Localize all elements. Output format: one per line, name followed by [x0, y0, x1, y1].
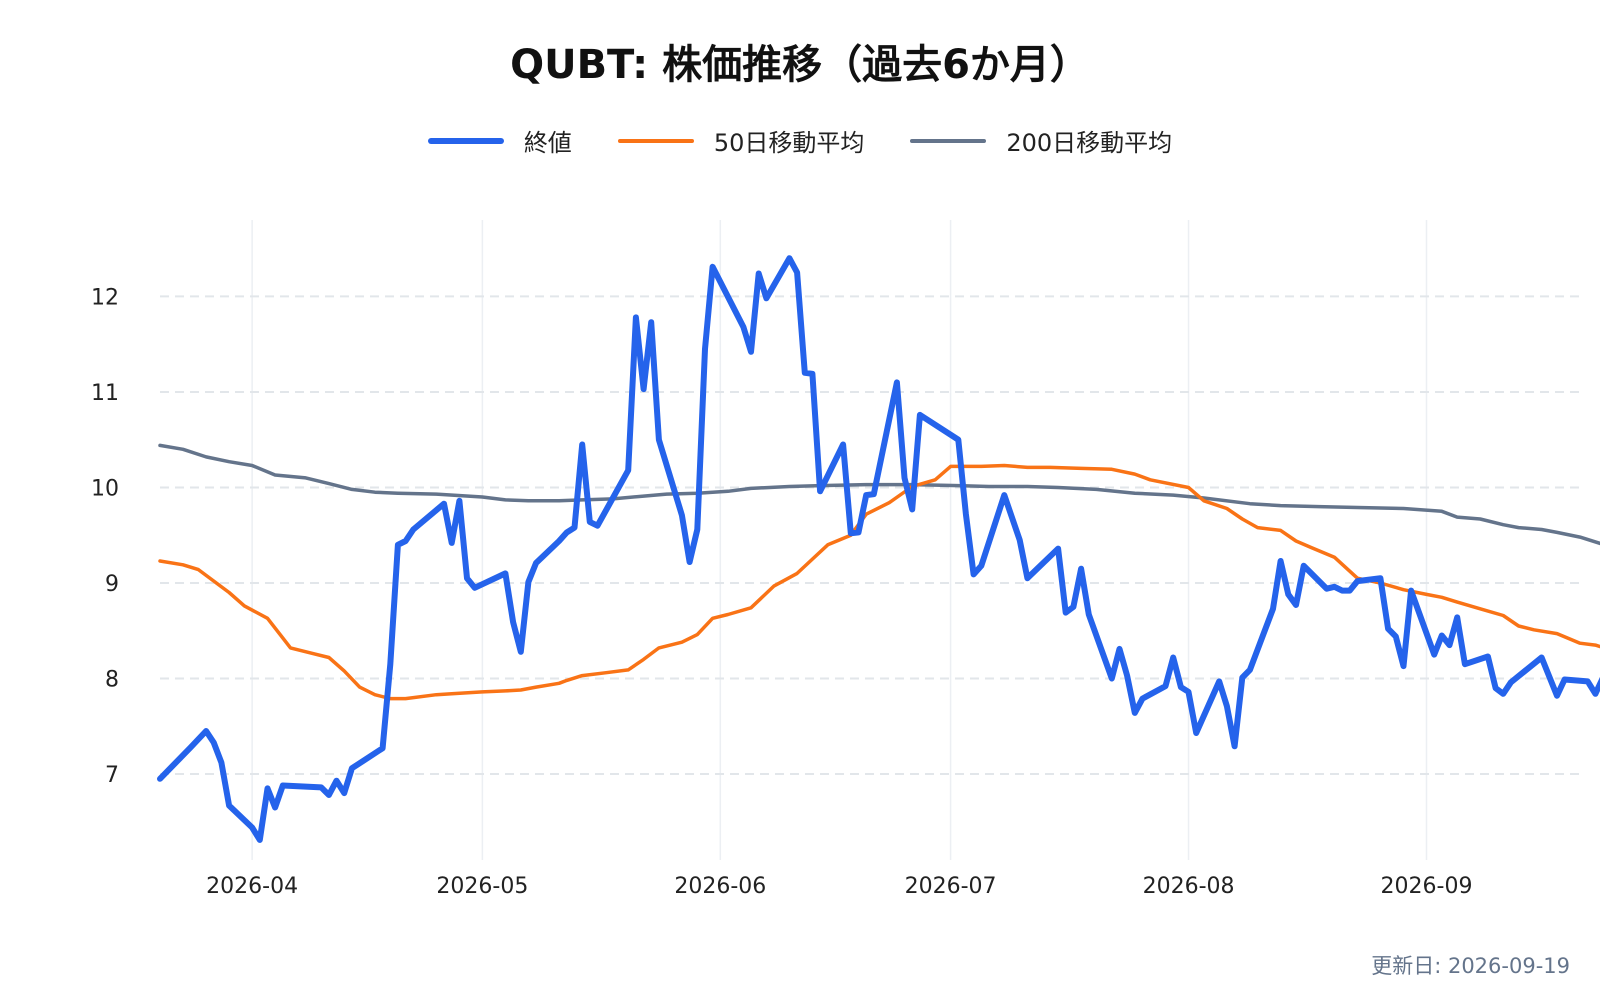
axis-ticks: 2026-04 2026-05 2026-06 2026-07 2026-08 2026-…	[91, 285, 1472, 899]
legend-swatch-ma200	[910, 138, 987, 143]
x-tick-label: 2026-06	[674, 874, 766, 899]
x-tick-label: 2026-07	[905, 874, 997, 899]
x-tick-label: 2026-08	[1143, 874, 1235, 899]
series-lines	[157, 255, 1600, 843]
legend-swatch-ma50	[617, 138, 694, 143]
chart-legend: 終値 50日移動平均 200日移動平均	[0, 123, 1600, 158]
y-tick-label: 8	[105, 668, 119, 693]
y-tick-label: 10	[91, 476, 119, 501]
legend-label-ma200: 200日移動平均	[1006, 129, 1173, 157]
y-tick-label: 9	[105, 572, 119, 597]
x-tick-label: 2026-04	[206, 874, 298, 899]
legend-item-ma200[interactable]: 200日移動平均	[910, 123, 1172, 158]
y-tick-label: 11	[91, 381, 119, 406]
legend-label-ma50: 50日移動平均	[713, 129, 865, 157]
legend-item-ma50[interactable]: 50日移動平均	[617, 123, 865, 158]
close-price-line[interactable]	[157, 255, 1600, 843]
legend-label-close: 終値	[523, 129, 572, 157]
x-tick-label: 2026-05	[436, 874, 528, 899]
legend-item-close[interactable]: 終値	[427, 123, 572, 158]
grid	[160, 220, 1580, 860]
chart-title: QUBT: 株価推移（過去6か月）	[510, 42, 1090, 88]
legend-swatch-close	[427, 137, 504, 144]
x-tick-label: 2026-09	[1381, 874, 1473, 899]
y-tick-label: 12	[91, 285, 119, 310]
updated-date: 更新日: 2026-09-19	[1371, 954, 1570, 978]
y-tick-label: 7	[105, 763, 119, 788]
